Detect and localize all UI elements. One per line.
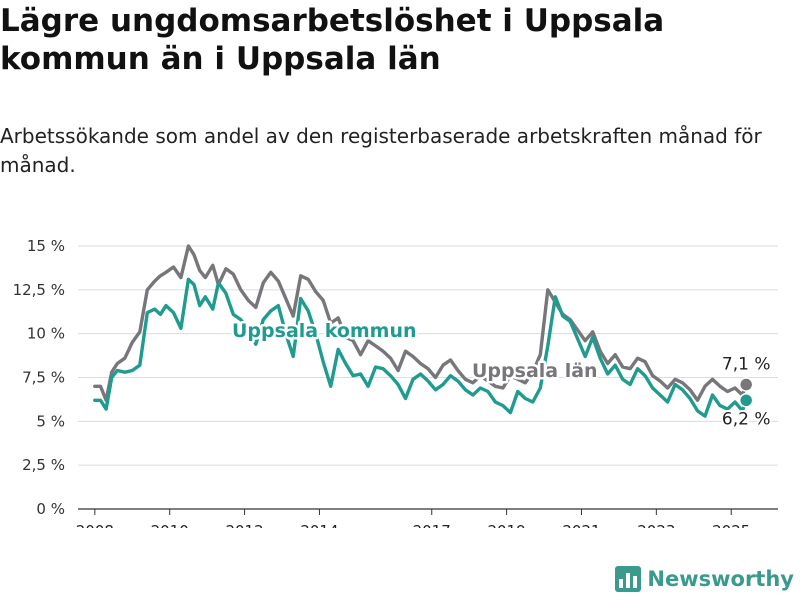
- x-tick-label: 2023: [637, 522, 675, 528]
- series-label-uppsala-lan: Uppsala län: [472, 360, 598, 382]
- x-tick-label: 2012: [225, 522, 263, 528]
- series-line-1: [93, 277, 748, 418]
- newsworthy-logo: Newsworthy: [615, 566, 794, 592]
- end-value-label: 6,2 %: [722, 409, 771, 429]
- x-tick-label: 2017: [413, 522, 451, 528]
- end-point-marker: [738, 393, 754, 408]
- brand-name: Newsworthy: [647, 567, 794, 591]
- x-tick-label: 2019: [488, 522, 526, 528]
- series-lines: [93, 244, 748, 418]
- axes: 0 % 2,5 % 5 % 7,5 % 10 % 12,5 % 15 % 2008 2010 20…: [13, 237, 778, 528]
- y-tick-label: 0 %: [36, 500, 65, 518]
- page-subtitle: Arbetssökande som andel av den registerb…: [0, 124, 762, 177]
- x-tick-label: 2014: [300, 522, 338, 528]
- x-tick-label: 2008: [76, 522, 114, 528]
- x-tick-label: 2021: [562, 522, 600, 528]
- y-tick-label: 7,5 %: [22, 369, 65, 387]
- line-chart: 0 % 2,5 % 5 % 7,5 % 10 % 12,5 % 15 % 2008 2010 20…: [13, 237, 778, 528]
- page-title: Lägre ungdomsarbetslöshet i Uppsala komm…: [0, 3, 665, 77]
- end-markers: 7,1 % 6,2 %: [720, 353, 773, 432]
- x-tick-label: 2025: [712, 522, 750, 528]
- series-labels: Uppsala kommun Uppsala län: [230, 318, 601, 385]
- y-tick-label: 15 %: [27, 237, 65, 255]
- y-tick-label: 2,5 %: [22, 456, 65, 474]
- y-tick-label: 12,5 %: [13, 281, 65, 299]
- bar-chart-logo-icon: [615, 566, 642, 592]
- y-tick-label: 5 %: [36, 412, 65, 430]
- grid-lines: [78, 245, 778, 466]
- series-line-0: [93, 244, 748, 403]
- end-point-marker: [738, 377, 754, 392]
- series-label-uppsala-kommun: Uppsala kommun: [232, 320, 417, 342]
- x-tick-label: 2010: [151, 522, 189, 528]
- y-tick-label: 10 %: [27, 325, 65, 343]
- end-value-label: 7,1 %: [722, 355, 771, 375]
